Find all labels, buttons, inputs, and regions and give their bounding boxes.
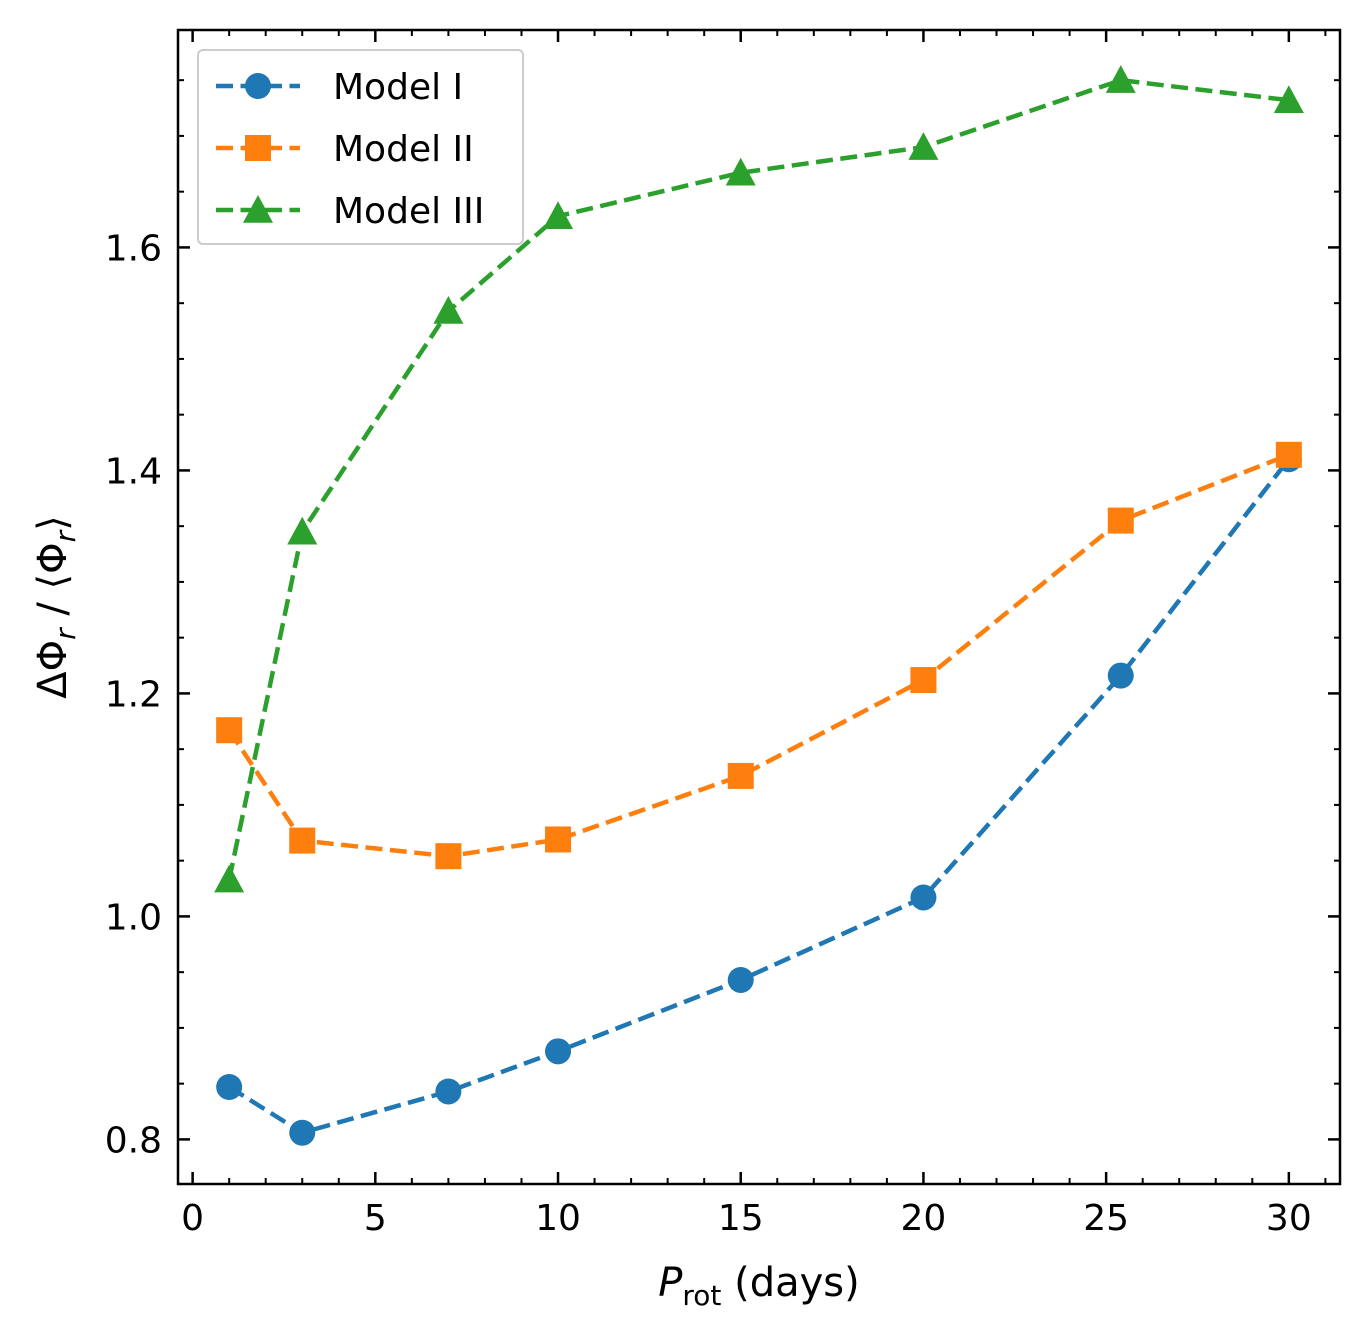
legend-item: Model I: [216, 67, 463, 108]
data-point: [1107, 507, 1134, 534]
data-point: [545, 1038, 572, 1065]
series-line: [226, 77, 1290, 881]
legend: Model I Model II Model III: [197, 49, 524, 245]
data-point: [216, 1073, 243, 1100]
x-axis-label-sub: rot: [682, 1279, 721, 1312]
legend-marker: [245, 135, 271, 161]
legend-label: Model III: [333, 191, 484, 232]
legend-box: [197, 49, 524, 245]
legend-marker: [245, 73, 271, 99]
data-point: [289, 827, 316, 854]
data-point: [287, 516, 318, 545]
x-tick-label: 20: [901, 1198, 947, 1239]
x-tick-label: 30: [1266, 1198, 1312, 1239]
y-tick-label: 1.0: [105, 897, 162, 938]
data-point: [910, 884, 937, 911]
data-point: [1107, 662, 1134, 689]
x-tick-label: 25: [1083, 1198, 1129, 1239]
series-model-i: [216, 446, 1302, 1146]
y-axis-label-c: ⟩: [30, 515, 76, 531]
data-point: [727, 762, 754, 789]
series-model-ii: [216, 441, 1302, 870]
data-point: [1275, 441, 1302, 468]
y-axis-label-b: / ⟨Φ: [30, 542, 76, 628]
data-point: [433, 295, 464, 324]
y-axis-label: ΔΦr / ⟨Φr⟩: [30, 515, 82, 699]
axes-frame: [176, 28, 1342, 1186]
y-axis-label-a: ΔΦ: [30, 640, 76, 699]
x-axis-label-main: P: [658, 1260, 683, 1306]
series-line: [228, 457, 1291, 1136]
legend-marker: [243, 195, 273, 223]
x-axis-label: Prot (days): [658, 1260, 859, 1312]
data-point: [545, 826, 572, 853]
y-tick-label: 1.6: [105, 228, 162, 269]
data-point: [727, 966, 754, 993]
x-axis-label-rest: (days): [721, 1260, 859, 1306]
data-point: [1105, 65, 1136, 93]
data-point: [435, 1078, 462, 1105]
x-tick-label: 0: [181, 1198, 204, 1239]
y-axis-label-sub2: r: [49, 529, 82, 542]
y-tick-label: 1.4: [105, 451, 162, 492]
legend-label: Model I: [333, 67, 463, 108]
data-point: [214, 864, 245, 893]
x-tick-label: 5: [364, 1198, 387, 1239]
x-tick-label: 10: [535, 1198, 581, 1239]
data-point: [910, 667, 937, 694]
series-line: [227, 452, 1290, 859]
series-model-iii: [214, 65, 1304, 893]
data-point: [908, 132, 939, 160]
legend-item: Model III: [216, 191, 484, 232]
y-axis-label-sub1: r: [49, 627, 82, 640]
data-point: [543, 201, 574, 229]
data-point: [1273, 85, 1304, 113]
data-point: [216, 717, 243, 744]
x-tick-label: 15: [718, 1198, 764, 1239]
data-point: [725, 157, 756, 186]
y-tick-label: 0.8: [105, 1120, 162, 1161]
legend-item: Model II: [216, 129, 474, 170]
series-layer: [214, 65, 1304, 1146]
data-point: [289, 1119, 316, 1146]
legend-label: Model II: [333, 129, 474, 170]
data-point: [435, 843, 462, 870]
y-tick-label: 1.2: [105, 674, 162, 715]
